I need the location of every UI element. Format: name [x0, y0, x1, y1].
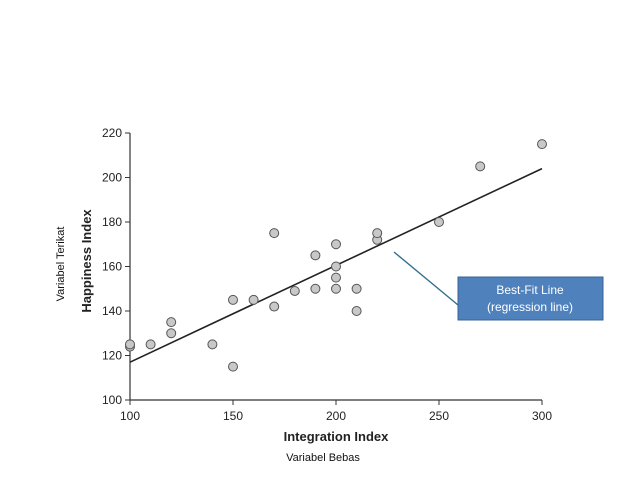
y-caption: Variabel Terikat	[55, 227, 67, 302]
callout-connector	[393, 251, 459, 306]
data-point	[207, 339, 218, 350]
x-caption: Variabel Bebas	[286, 452, 360, 464]
data-points	[125, 139, 547, 372]
data-point	[351, 306, 362, 316]
callout-line1: Best-Fit Line	[496, 283, 564, 297]
x-tick-label: 250	[429, 409, 449, 423]
data-point	[166, 328, 177, 339]
x-tick-label: 100	[120, 409, 140, 423]
y-axis-title: Happiness Index	[79, 209, 94, 313]
callout-box	[457, 276, 604, 321]
data-point	[331, 239, 341, 250]
y-tick-label: 120	[102, 349, 122, 363]
data-point	[310, 283, 321, 294]
x-axis-ticks: 100 150 200 250 300	[120, 400, 552, 423]
y-tick-label: 200	[102, 171, 122, 185]
data-point	[228, 361, 238, 372]
data-point	[434, 217, 444, 227]
data-point	[351, 283, 362, 294]
y-tick-label: 160	[102, 260, 122, 274]
data-point	[475, 161, 486, 172]
data-point	[331, 283, 341, 294]
x-tick-label: 150	[223, 409, 243, 423]
data-point	[269, 301, 280, 312]
y-tick-label: 100	[102, 393, 122, 407]
y-tick-label: 180	[102, 215, 122, 229]
data-point	[331, 272, 341, 283]
data-point	[125, 339, 135, 350]
y-axis-ticks: 100 120 140 160 180 200 220	[102, 126, 130, 407]
y-tick-label: 220	[102, 126, 122, 140]
data-point	[310, 250, 321, 261]
data-point	[166, 317, 177, 328]
data-point	[331, 261, 341, 272]
data-point	[248, 294, 259, 305]
data-point	[289, 285, 300, 296]
data-point	[228, 294, 238, 305]
y-tick-label: 140	[102, 304, 122, 318]
x-axis-title: Integration Index	[284, 429, 390, 444]
data-point	[145, 339, 156, 350]
callout-line2: (regression line)	[487, 300, 573, 314]
data-point	[269, 228, 280, 239]
data-point	[537, 139, 547, 150]
x-tick-label: 200	[326, 409, 346, 423]
data-point	[372, 228, 383, 239]
x-tick-label: 300	[532, 409, 552, 423]
